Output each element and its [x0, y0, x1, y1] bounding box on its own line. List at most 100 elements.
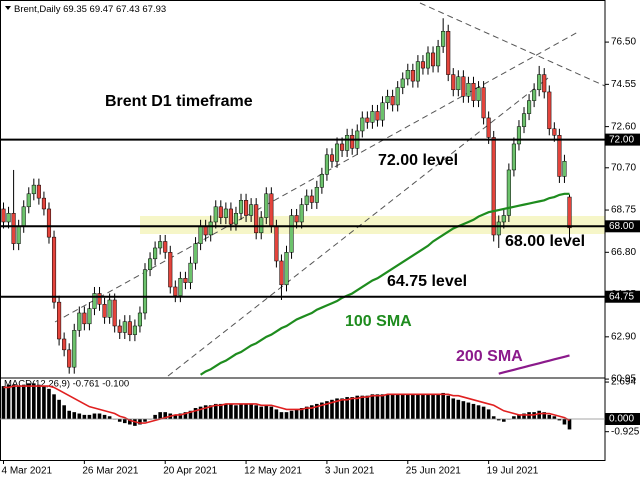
level-label: 68.00	[609, 221, 634, 232]
macd-bar	[11, 384, 16, 419]
macd-bar	[466, 402, 471, 419]
candle-body	[168, 252, 173, 288]
candle-body	[62, 338, 67, 351]
candle-body	[506, 169, 511, 216]
macd-bar	[42, 386, 46, 419]
macd-bar	[6, 384, 11, 419]
macd-bar	[320, 402, 324, 419]
candle-body	[542, 74, 547, 93]
candle-body	[446, 31, 451, 75]
candle-body	[476, 87, 481, 101]
macd-bar	[522, 413, 526, 419]
macd-bar	[355, 395, 360, 419]
macd-bar	[138, 419, 142, 425]
header: Brent,Daily 69.35 69.47 67.43 67.93	[14, 4, 166, 15]
candle-body	[36, 184, 41, 199]
candle-body	[516, 126, 522, 145]
candle-body	[112, 299, 117, 327]
macd-bar	[405, 394, 410, 419]
candle-body	[46, 208, 52, 238]
candle-body	[11, 213, 16, 244]
series-label: 100 SMA	[345, 313, 412, 330]
candle-body	[481, 87, 486, 119]
candle-body	[259, 217, 264, 234]
candle-body	[284, 252, 289, 286]
macd-bar	[67, 410, 71, 419]
macd-bar	[102, 414, 107, 419]
macd-bar	[325, 401, 329, 419]
macd-bar	[562, 419, 567, 425]
candle-body	[557, 135, 562, 177]
sma-line	[498, 354, 570, 375]
y-tick-label: 72.60	[611, 121, 636, 132]
macd-bar	[512, 416, 516, 419]
annotation: 68.00 level	[505, 233, 585, 250]
macd-bar	[385, 394, 390, 419]
candle-body	[370, 111, 375, 123]
candle-body	[441, 31, 446, 47]
candle-body	[385, 96, 390, 104]
macd-bar	[92, 413, 97, 419]
macd-label-box	[605, 413, 640, 425]
candle-body	[471, 83, 476, 101]
symbol: Brent,Daily	[14, 4, 61, 15]
candle-body	[567, 196, 572, 229]
candle-body	[340, 143, 345, 151]
candle-body	[486, 117, 491, 138]
candle-body	[299, 204, 304, 223]
candle-body	[178, 278, 183, 296]
series-label: 200 SMA	[456, 348, 523, 365]
candle-body	[501, 215, 506, 223]
candle-body	[334, 143, 340, 162]
y-tick-label: 62.90	[611, 331, 636, 342]
low-value: 67.43	[116, 4, 140, 15]
high-value: 69.47	[90, 4, 114, 15]
candle-body	[1, 208, 6, 223]
macd-bar	[552, 416, 557, 419]
candle-body	[425, 52, 431, 69]
candle-body	[380, 102, 385, 121]
macd-bar	[269, 406, 274, 419]
macd-bar	[345, 397, 349, 419]
candle-body	[21, 206, 26, 227]
macd-bar	[335, 398, 339, 419]
candle-body	[360, 117, 365, 132]
candle-body	[405, 70, 410, 80]
candle-body	[254, 204, 259, 234]
annotation: 64.75 level	[387, 273, 467, 290]
macd-bar	[128, 419, 132, 425]
candle-body	[122, 321, 127, 333]
candle-body	[456, 76, 461, 91]
candle-body	[466, 83, 471, 97]
macd-bar	[16, 386, 21, 419]
candle-body	[233, 213, 239, 225]
candle-body	[304, 195, 309, 205]
candle-body	[274, 226, 279, 262]
macd-bar	[461, 401, 466, 419]
x-tick-label: 12 May 2021	[244, 466, 302, 477]
menu-triangle	[5, 6, 11, 10]
candle-body	[390, 96, 395, 106]
candle-body	[324, 154, 329, 175]
macd-bar	[234, 405, 238, 419]
level-label-box	[605, 220, 640, 233]
macd-bar	[259, 406, 264, 419]
candle-body	[142, 269, 148, 314]
macd-bar	[254, 405, 258, 419]
macd-bar	[537, 410, 541, 419]
macd-bar	[239, 403, 243, 419]
macd-bar	[178, 413, 183, 419]
macd-bar	[309, 405, 314, 419]
macd-bar	[481, 406, 486, 419]
x-tick-label: 25 Jun 2021	[406, 466, 461, 477]
close-value: 67.93	[142, 4, 166, 15]
candle-body	[218, 206, 223, 218]
macd-bar	[340, 398, 344, 419]
macd-bar	[213, 403, 218, 419]
macd-bar	[183, 412, 188, 419]
candle-body	[173, 286, 178, 296]
level-label-box	[605, 290, 640, 303]
x-tick-label: 26 Mar 2021	[82, 466, 139, 477]
